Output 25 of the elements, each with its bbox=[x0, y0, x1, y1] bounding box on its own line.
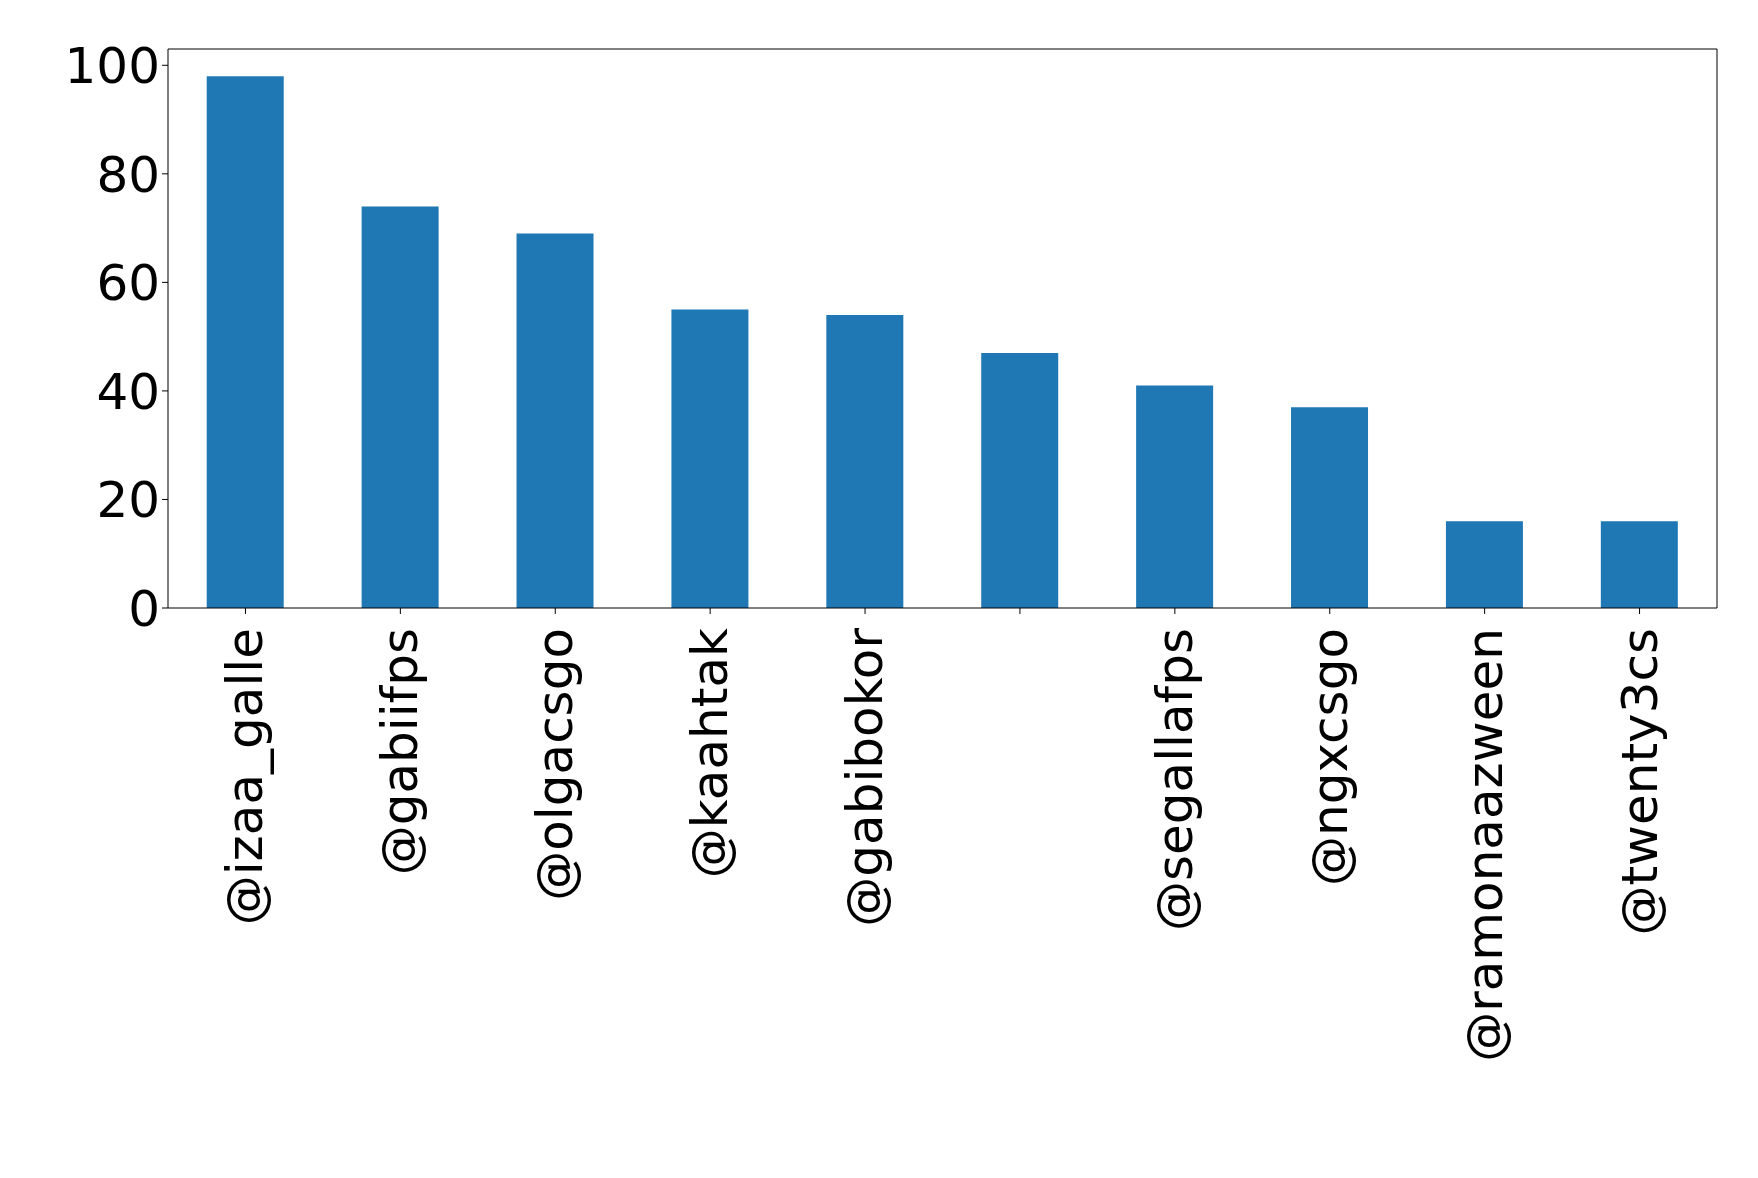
x-tick-label: @ramonaazween bbox=[1455, 628, 1514, 1062]
bar bbox=[826, 314, 904, 608]
x-tick-label: @gabibokor bbox=[836, 627, 895, 927]
y-tick-label: 40 bbox=[96, 362, 160, 421]
x-tick-label: @segallafps bbox=[1145, 628, 1204, 932]
x-tick-label: @izaa_galle bbox=[216, 628, 275, 926]
bar bbox=[1445, 521, 1523, 608]
bar bbox=[1600, 521, 1678, 608]
y-tick-label: 0 bbox=[128, 579, 160, 638]
y-tick-label: 60 bbox=[96, 254, 160, 313]
bar bbox=[516, 233, 594, 608]
bar bbox=[361, 206, 439, 608]
bar bbox=[981, 352, 1059, 608]
y-tick-label: 80 bbox=[96, 145, 160, 204]
y-tick-label: 20 bbox=[96, 471, 160, 530]
y-tick-label: 100 bbox=[64, 37, 160, 96]
bar bbox=[1136, 385, 1214, 608]
x-tick-label: @twenty3cs bbox=[1610, 628, 1669, 936]
x-tick-label: @olgacsgo bbox=[526, 628, 585, 901]
x-tick-label: @ngxcsgo bbox=[1300, 628, 1359, 887]
bar bbox=[206, 76, 284, 608]
bar bbox=[671, 309, 749, 608]
bar bbox=[1291, 407, 1369, 608]
x-tick-label: @gabiifps bbox=[371, 628, 430, 876]
x-tick-label: @kaahtak bbox=[681, 627, 740, 879]
